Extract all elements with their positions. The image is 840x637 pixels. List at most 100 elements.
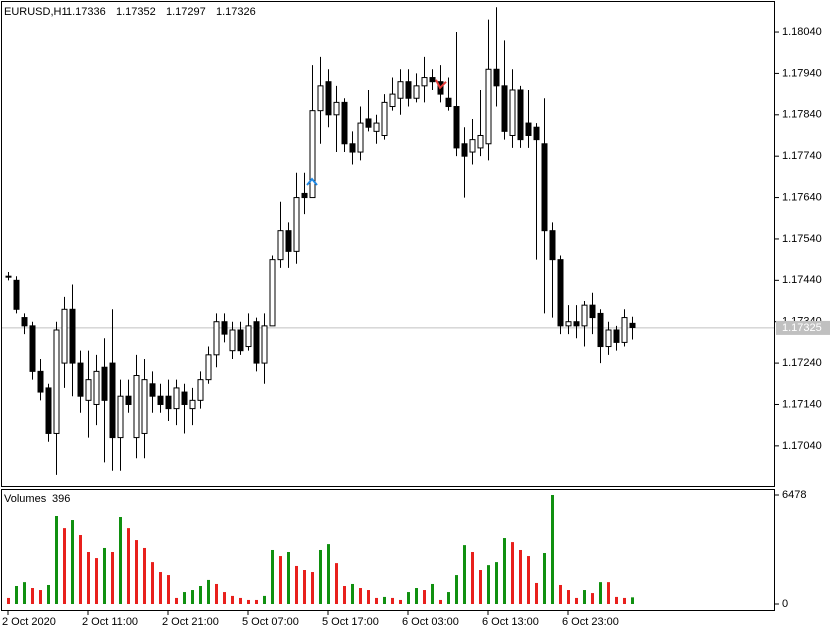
volume-bar <box>439 599 442 604</box>
header-value: 1.17326 <box>216 6 256 18</box>
y-tick-label: 0 <box>782 598 788 610</box>
candle-body <box>29 325 36 372</box>
volume-bar <box>215 583 218 604</box>
x-tick-label: 2 Oct 2020 <box>2 616 56 628</box>
header-value: 1.17336 <box>66 6 106 18</box>
signal-sell <box>435 79 447 90</box>
volume-bar <box>231 595 234 604</box>
candle-body <box>117 395 124 439</box>
y-tick-label: 1.17440 <box>782 274 822 286</box>
candle-body <box>557 259 564 327</box>
candle-body <box>533 126 540 141</box>
candle-body <box>21 317 28 327</box>
candle-body <box>541 143 548 232</box>
volume-bar <box>143 547 146 604</box>
y-tick-label: 1.17240 <box>782 357 822 369</box>
x-tick-label: 6 Oct 03:00 <box>402 616 459 628</box>
candle-body <box>309 110 316 199</box>
candle-body <box>45 387 52 434</box>
bid-label: 1.17325 <box>782 322 822 334</box>
volume-bar <box>599 582 602 604</box>
candle-body <box>477 134 484 149</box>
symbol: EURUSD,H1 <box>4 6 68 18</box>
volume-bar <box>423 590 426 604</box>
candle-body <box>261 325 268 364</box>
candle-body <box>493 68 500 87</box>
y-tick-label: 1.17640 <box>782 191 822 203</box>
volume-bar <box>255 599 258 604</box>
candle-body <box>109 362 116 439</box>
candle-body <box>229 329 236 352</box>
candle-body <box>365 118 372 128</box>
candle-body <box>421 77 428 87</box>
volume-panel <box>1 489 775 611</box>
volume-bar <box>103 547 106 604</box>
candle-body <box>277 230 284 261</box>
candle-body <box>333 101 340 116</box>
volume-bar <box>119 517 122 604</box>
volume-bar <box>343 585 346 604</box>
volume-bar <box>575 597 578 604</box>
volume-bar <box>295 565 298 604</box>
header-value: 1.17297 <box>166 6 206 18</box>
volume-bar <box>151 562 154 604</box>
volume-bar <box>39 590 42 604</box>
volume-bar <box>623 597 626 604</box>
volume-bar <box>95 558 98 604</box>
volume-bar <box>111 552 114 604</box>
volume-bar <box>327 544 330 604</box>
candle-body <box>485 68 492 145</box>
y-tick-label: 6478 <box>782 489 806 501</box>
volume-bar <box>543 553 546 604</box>
volume-bar <box>135 540 138 604</box>
y-tick-label: 1.17040 <box>782 440 822 452</box>
volume-bar <box>367 590 370 604</box>
volume-bar <box>79 535 82 604</box>
x-tick-label: 6 Oct 13:00 <box>482 616 539 628</box>
candle-body <box>357 122 364 153</box>
candle-body <box>205 354 212 381</box>
candle-body <box>341 101 348 145</box>
volume-bar <box>271 549 274 604</box>
candle-body <box>373 122 380 132</box>
volume-bar <box>311 572 314 604</box>
candle-body <box>5 275 12 278</box>
candle-body <box>501 85 508 132</box>
volume-bar <box>247 599 250 604</box>
candle-body <box>573 321 580 327</box>
candle-body <box>37 370 44 393</box>
candle-body <box>621 317 628 343</box>
candle-body <box>429 77 436 83</box>
candle-body <box>413 85 420 99</box>
candle-body <box>589 304 596 319</box>
candle-body <box>445 97 452 108</box>
candle-body <box>469 139 476 153</box>
y-tick-label: 1.17740 <box>782 150 822 162</box>
volume-bar <box>7 597 10 604</box>
x-tick-label: 2 Oct 11:00 <box>82 616 138 628</box>
x-tick-label: 5 Oct 17:00 <box>322 616 379 628</box>
candle-body <box>157 395 164 405</box>
volume-bar <box>631 597 634 604</box>
y-tick-label: 1.17540 <box>782 233 822 245</box>
y-tick-label: 1.17940 <box>782 67 822 79</box>
volume-bar <box>455 575 458 604</box>
candle-body <box>405 81 412 99</box>
volume-bar <box>175 597 178 604</box>
volume-bar <box>503 538 506 604</box>
candle-body <box>93 370 100 405</box>
bid-label-bg <box>776 320 830 335</box>
volume-bar <box>71 520 74 604</box>
candle-body <box>293 197 300 252</box>
candle-body <box>221 321 228 335</box>
volume-bar <box>303 570 306 604</box>
volume-bar <box>519 549 522 604</box>
candle-body <box>149 383 156 397</box>
volume-bar <box>47 584 50 604</box>
candle-body <box>253 321 260 364</box>
candle-body <box>397 81 404 99</box>
volume-bar <box>263 595 266 604</box>
candle-body <box>269 259 276 327</box>
volume-bar <box>223 592 226 604</box>
volume-bar <box>63 528 66 604</box>
